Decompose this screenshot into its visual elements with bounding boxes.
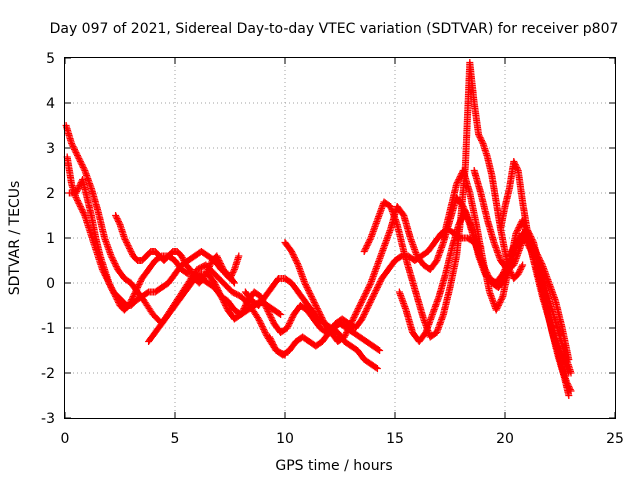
series-track-5 (145, 270, 384, 354)
x-tick-label: 20 (496, 431, 514, 447)
data-point (263, 306, 271, 314)
data-point (519, 261, 527, 269)
chart-title: Day 097 of 2021, Sidereal Day-to-day VTE… (50, 21, 619, 37)
series-trace (146, 270, 382, 354)
data-point (532, 248, 540, 255)
y-tick-label: -1 (41, 321, 55, 337)
x-axis-label: GPS time / hours (275, 458, 392, 474)
y-tick-label: -3 (41, 411, 55, 427)
x-tick-label: 15 (386, 431, 404, 447)
data-points (62, 59, 575, 399)
data-point (129, 293, 137, 300)
x-tick-labels: 0 5 10 15 20 25 (61, 431, 624, 447)
data-point (76, 203, 84, 210)
series-track-14 (505, 230, 573, 363)
series-track-3 (65, 176, 238, 309)
data-point (365, 302, 373, 309)
series-trace (266, 226, 483, 358)
y-tick-label: 5 (46, 51, 55, 67)
y-tick-label: 2 (46, 186, 55, 202)
series-track-4 (112, 212, 243, 287)
data-point (567, 387, 575, 395)
y-axis-label: SDTVAR / TECUs (7, 181, 23, 296)
data-point (74, 153, 82, 161)
data-point (371, 288, 379, 296)
data-point (505, 252, 513, 260)
data-point (125, 243, 133, 251)
data-point (314, 306, 322, 314)
data-point (307, 293, 315, 300)
plot-frame (64, 57, 616, 419)
series-trace (506, 230, 572, 362)
y-tick-label: 0 (46, 276, 55, 292)
data-point (347, 320, 355, 327)
x-tick-label: 0 (61, 431, 70, 447)
x-tick-label: 10 (276, 431, 294, 447)
data-point (217, 261, 225, 269)
x-tick-label: 5 (171, 431, 180, 447)
y-tick-label: -2 (41, 366, 55, 382)
data-point (354, 306, 362, 314)
data-point (112, 212, 120, 219)
y-tick-label: 1 (46, 231, 55, 247)
x-tick-label: 25 (606, 431, 624, 447)
y-tick-labels: -3 -2 -1 0 1 2 3 4 5 (41, 51, 55, 427)
data-point (360, 293, 368, 300)
data-point (360, 248, 368, 255)
y-tick-label: 3 (46, 141, 55, 157)
data-point (134, 284, 142, 291)
data-point (217, 293, 225, 300)
data-point (266, 333, 274, 341)
y-tick-label: 4 (46, 96, 55, 112)
